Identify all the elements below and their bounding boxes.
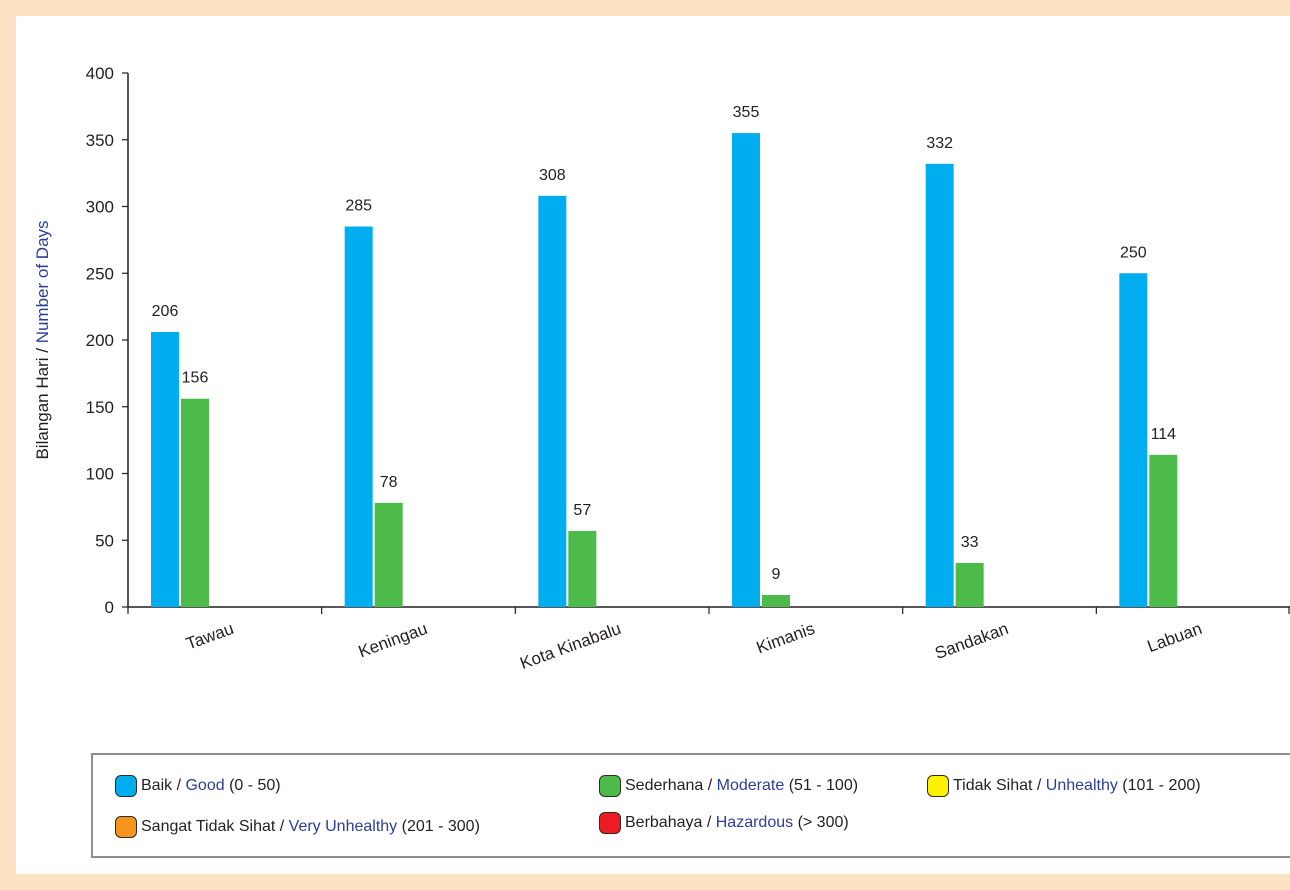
legend-swatch-hazardous	[599, 812, 621, 834]
bar-good	[151, 331, 179, 607]
legend-item-good: Baik / Good (0 - 50)	[115, 773, 281, 799]
bar-value-label: 156	[182, 370, 209, 387]
legend-range: (51 - 100)	[788, 777, 859, 794]
y-axis-title-en: Number of Days	[33, 220, 52, 343]
x-tick-label: Sandakan	[932, 619, 1010, 663]
x-tick-label: Kimanis	[754, 619, 817, 658]
bar-good	[732, 133, 760, 607]
y-tick-label: 200	[86, 331, 114, 350]
bar-value-label: 114	[1151, 426, 1177, 443]
x-tick-label: Kota Kinabalu	[518, 619, 624, 673]
bar-chart: 0 50 100 150 200 250 300 350 400 Bilangan Hari / …	[33, 64, 1290, 673]
legend-label-en: Good	[185, 777, 225, 794]
legend-label-ms: Baik	[141, 777, 173, 794]
y-tick-label: 350	[86, 131, 114, 150]
legend-range: (> 300)	[797, 814, 849, 831]
bar-value-label: 285	[345, 198, 372, 215]
bar-moderate	[1149, 454, 1178, 607]
bar-good	[925, 163, 954, 607]
bar-moderate	[181, 398, 209, 607]
legend-label-ms: Berbahaya	[625, 814, 703, 831]
x-tick-label: Keningau	[356, 619, 430, 661]
legend-swatch-unhealthy	[927, 775, 949, 797]
legend-label-ms: Sangat Tidak Sihat	[141, 818, 276, 835]
legend-label-en: Unhealthy	[1045, 777, 1118, 794]
legend-item-very-unhealthy: Sangat Tidak Sihat / Very Unhealthy (201…	[115, 814, 480, 840]
legend: Baik / Good (0 - 50) Sederhana / Moderat…	[91, 753, 1290, 858]
legend-label-ms: Sederhana	[625, 777, 704, 794]
y-tick-label: 300	[86, 198, 114, 217]
bar-good	[344, 226, 373, 607]
bar-moderate	[762, 594, 790, 607]
bar-value-label: 355	[733, 104, 760, 121]
y-tick-label: 50	[95, 531, 114, 550]
x-tick-label: Labuan	[1145, 619, 1205, 656]
legend-item-unhealthy: Tidak Sihat / Unhealthy (101 - 200)	[927, 773, 1201, 799]
y-tick-label: 0	[105, 598, 114, 617]
bar-moderate	[374, 502, 403, 607]
legend-label-en: Hazardous	[715, 814, 794, 831]
bar-good	[1119, 273, 1148, 607]
bar-moderate	[955, 562, 984, 607]
chart-frame: 0 50 100 150 200 250 300 350 400 Bilangan Hari / …	[16, 16, 1290, 874]
legend-swatch-good	[115, 775, 137, 797]
y-axis-title-ms: Bilangan Hari /	[33, 343, 52, 459]
x-tick-label: Tawau	[184, 619, 237, 654]
legend-label-en: Moderate	[716, 777, 785, 794]
y-tick-label: 100	[86, 465, 114, 484]
y-tick-label: 150	[86, 398, 114, 417]
y-axis-title: Bilangan Hari / Number of Days	[33, 220, 52, 459]
legend-swatch-moderate	[599, 775, 621, 797]
bar-value-label: 250	[1120, 244, 1147, 261]
y-tick-label: 250	[86, 264, 114, 283]
legend-range: (201 - 300)	[401, 818, 480, 835]
legend-item-hazardous: Berbahaya / Hazardous (> 300)	[599, 810, 849, 836]
bar-value-label: 9	[772, 566, 781, 583]
bar-value-label: 308	[539, 167, 566, 184]
bar-moderate	[568, 530, 597, 607]
bar-value-label: 57	[573, 502, 591, 519]
bar-value-label: 332	[926, 135, 953, 152]
legend-swatch-very-unhealthy	[115, 816, 137, 838]
bar-good	[538, 195, 567, 607]
legend-range: (101 - 200)	[1122, 777, 1201, 794]
legend-label-en: Very Unhealthy	[288, 818, 398, 835]
legend-label-ms: Tidak Sihat	[953, 777, 1033, 794]
y-tick-label: 400	[86, 64, 114, 83]
legend-item-moderate: Sederhana / Moderate (51 - 100)	[599, 773, 858, 799]
legend-range: (0 - 50)	[229, 777, 281, 794]
bar-value-label: 206	[152, 303, 179, 320]
bar-value-label: 33	[961, 534, 979, 551]
bar-value-label: 78	[380, 474, 398, 491]
